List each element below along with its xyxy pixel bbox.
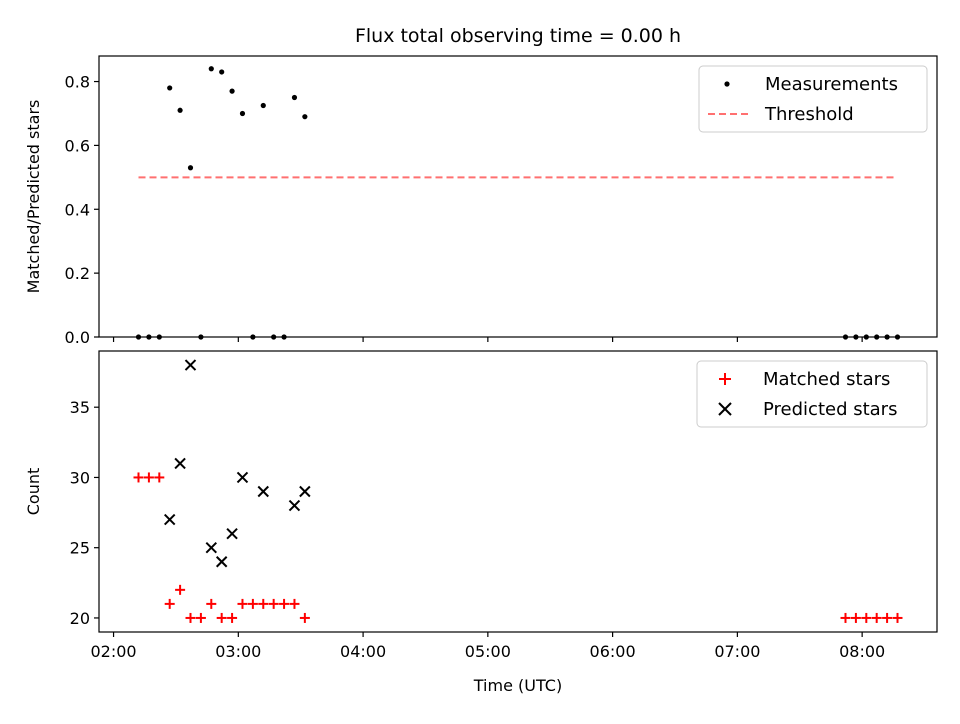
- panel-2-series0-point-9: [227, 612, 238, 623]
- panel-2-series1-point-3: [205, 541, 217, 554]
- panel-1-legend-swatch-0-shape: [724, 81, 730, 87]
- panel-2-series0-point-8: [216, 612, 227, 623]
- panel-1-series0-point-10-shape: [239, 110, 246, 117]
- panel-2-series0-point-22: [892, 612, 903, 623]
- panel-2-series0-point-14: [279, 598, 290, 609]
- panel-2-legend-swatch-1: [718, 402, 732, 416]
- panel-1-ytick-label-0: 0.0: [65, 328, 90, 347]
- panel-2-series1-point-5-b: [226, 527, 238, 540]
- panel-2-series0-point-16: [299, 612, 310, 623]
- panel-2-series0-point-15: [289, 598, 300, 609]
- panel-2-series1-point-1-b: [174, 457, 186, 470]
- panel-2-series1-point-2-b: [184, 359, 197, 371]
- panel-2-series1-point-7: [257, 485, 269, 498]
- panel-1-series0-point-16: [302, 114, 308, 120]
- panel-2-legend-swatch-1-b: [718, 402, 732, 416]
- panel-1-legend: [698, 65, 928, 133]
- panel-1-title: Flux total observing time = 0.00 h: [355, 25, 681, 47]
- panel-2-series0-point-1: [143, 472, 154, 483]
- panel-2-series1-point-4-b: [215, 556, 228, 568]
- panel-2-series0-point-0: [133, 472, 144, 483]
- panel-2-series1-point-4: [215, 556, 228, 568]
- panel-2-series0-point-19: [861, 612, 872, 623]
- panel-2-series1-point-3-b: [205, 541, 217, 554]
- panel-2-series1-point-7-b: [257, 485, 269, 498]
- panel-2-series0-point-11: [247, 598, 258, 609]
- panel-1-series0-point-3: [167, 85, 173, 91]
- panel-2-series0-point-18: [850, 612, 861, 623]
- panel-2-series0-point-4: [175, 584, 186, 595]
- panel-1-ytick-label-3: 0.6: [65, 136, 90, 155]
- panel-2-legend-swatch-0: [719, 373, 731, 385]
- panel-2-frame: [98, 350, 938, 633]
- panel-2-ylabel: Count: [24, 468, 43, 516]
- panel-1-series0-point-9: [229, 88, 235, 94]
- panel-2-legend-label-1: Predicted stars: [763, 399, 897, 420]
- panel-2-xtick-label-4: 06:00: [590, 642, 636, 661]
- panel-1-legend-label-0: Measurements: [765, 74, 898, 95]
- panel-2-series1-point-2: [184, 359, 197, 371]
- panel-2-series0-point-6: [195, 612, 206, 623]
- panel-2-series1-point-1: [174, 457, 186, 470]
- panel-2-series0-point-20: [871, 612, 882, 623]
- panel-1-ytick-label-1: 0.2: [65, 264, 90, 283]
- panel-2-series1-point-9-b: [299, 485, 311, 498]
- panel-2-legend-label-0: Matched stars: [763, 369, 890, 390]
- panel-2-xtick-label-2: 04:00: [340, 642, 386, 661]
- panel-2-series0-point-2: [154, 472, 165, 483]
- panel-2-series1-point-6-b: [236, 471, 249, 484]
- panel-2-xtick-label-5: 07:00: [714, 642, 760, 661]
- panel-2-xtick-label-6: 08:00: [839, 642, 885, 661]
- panel-2-ytick-label-0: 20: [70, 609, 90, 628]
- panel-1-series0-point-3-shape: [167, 85, 173, 91]
- panel-1-legend-swatch-0: [724, 81, 730, 87]
- panel-2-series1-point-8: [288, 499, 301, 512]
- panel-1-ytick-label-2: 0.4: [65, 200, 90, 219]
- panel-2-series1-point-9: [299, 485, 311, 498]
- panel-1-series0-point-9-shape: [229, 88, 235, 94]
- panel-2-xlabel: Time (UTC): [473, 676, 562, 695]
- panel-1-series0-point-7: [208, 66, 214, 72]
- panel-1-ylabel: Matched/Predicted stars: [24, 100, 43, 294]
- panel-2-series1-point-6: [236, 471, 249, 484]
- panel-2-xtick-label-3: 05:00: [465, 642, 511, 661]
- panel-2-series0-point-17: [840, 612, 851, 623]
- panel-2-series1-point-0-b: [163, 513, 176, 526]
- panel-2-series1-point-8-b: [288, 499, 301, 512]
- panel-1-series0-point-8: [219, 69, 225, 75]
- panel-1-series0-point-16-shape: [302, 114, 308, 120]
- panel-2-series0-point-21: [882, 612, 893, 623]
- panel-1-series0-point-4: [177, 107, 183, 113]
- panel-1-series0-point-5-shape: [187, 165, 194, 171]
- panel-2-xtick-label-1: 03:00: [215, 642, 261, 661]
- panel-1-frame: [98, 55, 938, 338]
- panel-2-series1-point-5: [226, 527, 238, 540]
- panel-2-series0-point-13: [268, 598, 279, 609]
- panel-1-legend-label-1: Threshold: [764, 104, 854, 125]
- panel-2-series0-point-12: [258, 598, 269, 609]
- panel-2-legend: [696, 360, 928, 428]
- panel-1-ytick-label-4: 0.8: [65, 73, 90, 92]
- panel-2-series0-point-3: [164, 598, 175, 609]
- panel-2-ytick-label-3: 35: [70, 398, 90, 417]
- panel-2-series0-point-10: [237, 598, 248, 609]
- panel-2-ytick-label-1: 25: [70, 539, 90, 558]
- panel-1-series0-point-8-shape: [219, 69, 225, 75]
- panel-1-series0-point-12-shape: [260, 102, 266, 109]
- panel-1-series0-point-5: [187, 165, 194, 171]
- panel-2-xtick-label-0: 02:00: [91, 642, 137, 661]
- panel-2-series1-point-0: [163, 513, 176, 526]
- panel-1-series0-point-15: [291, 94, 298, 101]
- panel-1-series0-point-15-shape: [291, 94, 298, 101]
- panel-1-series0-point-10: [239, 110, 246, 117]
- panel-1-series0-point-4-shape: [177, 107, 183, 113]
- panel-1-series0-point-7-shape: [208, 66, 214, 72]
- panel-2-series0-point-5: [185, 612, 196, 623]
- panel-2-ytick-label-2: 30: [70, 468, 90, 487]
- panel-1-series0-point-12: [260, 102, 266, 109]
- panel-2-series0-point-7: [206, 598, 217, 609]
